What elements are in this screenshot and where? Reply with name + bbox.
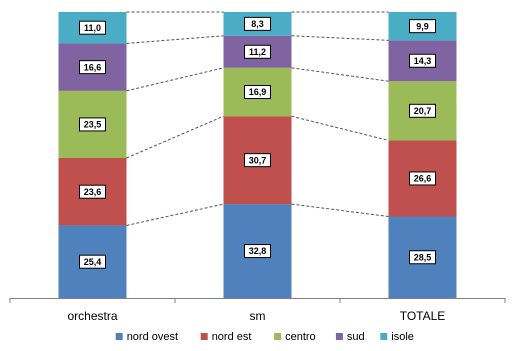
data-label: 30,7 bbox=[244, 153, 271, 168]
series-lines bbox=[126, 11, 389, 226]
legend: nord ovest nord est centro sud isole bbox=[115, 331, 414, 343]
data-label-text: 23,6 bbox=[84, 187, 102, 197]
data-label: 32,8 bbox=[244, 244, 271, 259]
series-line-nord-ovest bbox=[291, 203, 389, 217]
legend-item-nord-ovest: nord ovest bbox=[115, 331, 178, 343]
data-label-text: 25,4 bbox=[84, 257, 102, 267]
data-label-box bbox=[409, 250, 436, 265]
data-label-box bbox=[409, 53, 436, 68]
data-label-text: 16,9 bbox=[249, 87, 267, 97]
data-label-text: 32,8 bbox=[249, 246, 267, 256]
data-labels: 25,4 32,8 28,5 23,6 30,7 26,6 23,5 16,9 20,7 16,6… bbox=[79, 16, 436, 269]
x-axis-tick-labels: orchestra sm TOTALE bbox=[67, 309, 445, 323]
x-axis-ticks bbox=[9, 298, 506, 303]
data-label-text: 30,7 bbox=[249, 155, 267, 165]
data-label: 11,0 bbox=[79, 20, 106, 35]
series-line-sud bbox=[126, 35, 224, 44]
data-label-text: 8,3 bbox=[251, 19, 264, 29]
legend-item-sud: sud bbox=[335, 331, 365, 343]
data-label-text: 20,7 bbox=[414, 106, 432, 116]
x-tick-label-totale: TOTALE bbox=[400, 309, 446, 323]
legend-label: nord est bbox=[212, 331, 252, 343]
x-tick-label-orchestra: orchestra bbox=[67, 309, 117, 323]
series-line-centro bbox=[291, 67, 389, 82]
data-label-text: 11,2 bbox=[249, 47, 266, 57]
legend-swatch bbox=[380, 333, 388, 340]
legend-swatch bbox=[115, 333, 123, 340]
x-tick-label-sm: sm bbox=[250, 309, 266, 323]
data-label-box bbox=[79, 20, 106, 35]
legend-item-centro: centro bbox=[274, 331, 316, 343]
data-label-text: 9,9 bbox=[416, 21, 429, 31]
data-label-text: 16,6 bbox=[84, 62, 102, 72]
data-label: 8,3 bbox=[244, 16, 271, 31]
data-label-box bbox=[244, 85, 271, 100]
data-label-text: 11,0 bbox=[84, 23, 101, 33]
legend-label: isole bbox=[391, 331, 414, 343]
data-label-box bbox=[244, 44, 271, 59]
legend-swatch bbox=[335, 333, 343, 340]
data-label: 14,3 bbox=[409, 53, 436, 68]
data-label-box bbox=[79, 60, 106, 75]
data-label-text: 14,3 bbox=[414, 56, 432, 66]
data-label: 23,5 bbox=[79, 117, 106, 132]
data-label: 26,6 bbox=[409, 171, 436, 186]
data-label-box bbox=[79, 184, 106, 199]
series-line-nord-est bbox=[291, 115, 389, 141]
data-label: 23,6 bbox=[79, 184, 106, 199]
data-label: 28,5 bbox=[409, 250, 436, 265]
data-label-box bbox=[409, 171, 436, 186]
legend-label: centro bbox=[285, 331, 316, 343]
legend-item-nord-est: nord est bbox=[200, 331, 252, 343]
data-label-box bbox=[79, 117, 106, 132]
legend-swatch bbox=[274, 333, 282, 340]
legend-item-isole: isole bbox=[380, 331, 414, 343]
legend-label: sud bbox=[347, 331, 365, 343]
data-label: 16,6 bbox=[79, 60, 106, 75]
data-label-box bbox=[244, 153, 271, 168]
data-label-box bbox=[409, 103, 436, 118]
data-label: 25,4 bbox=[79, 254, 106, 269]
data-label: 16,9 bbox=[244, 85, 271, 100]
series-line-nord-est bbox=[126, 115, 224, 159]
data-label: 20,7 bbox=[409, 103, 436, 118]
data-label-text: 23,5 bbox=[84, 120, 102, 130]
data-label-box bbox=[79, 254, 106, 269]
series-line-nord-ovest bbox=[126, 203, 224, 226]
series-line-sud bbox=[291, 35, 389, 41]
data-label-box bbox=[409, 19, 436, 34]
data-label-text: 26,6 bbox=[414, 174, 432, 184]
data-label-box bbox=[244, 244, 271, 259]
legend-label: nord ovest bbox=[127, 331, 178, 343]
data-label-text: 28,5 bbox=[414, 252, 432, 262]
data-label: 11,2 bbox=[244, 44, 271, 59]
series-line-centro bbox=[126, 67, 224, 92]
data-label: 9,9 bbox=[409, 19, 436, 34]
data-label-box bbox=[244, 16, 271, 31]
legend-swatch bbox=[200, 333, 208, 340]
